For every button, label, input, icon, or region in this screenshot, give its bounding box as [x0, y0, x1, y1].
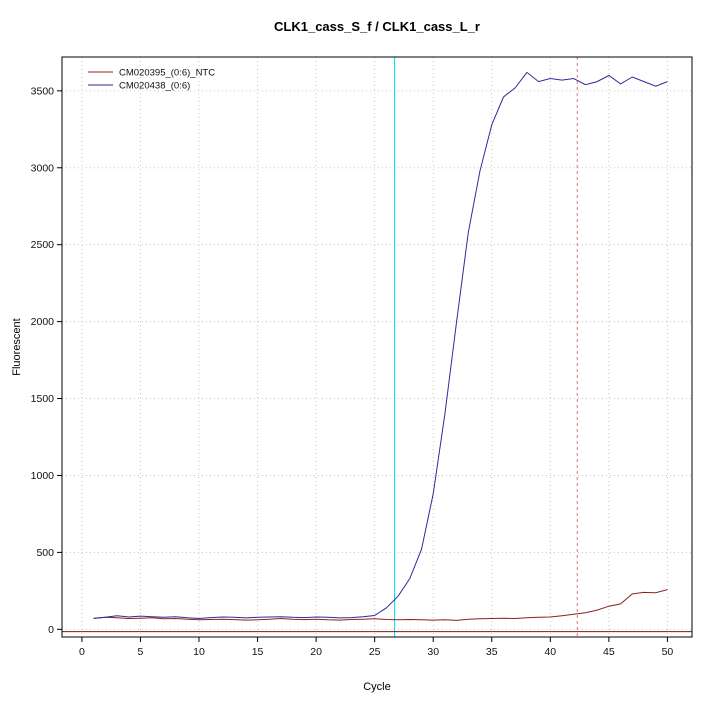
x-axis-label: Cycle — [363, 681, 391, 693]
x-tick-label: 5 — [138, 646, 144, 658]
y-tick-label: 500 — [36, 547, 54, 559]
plot-border — [61, 56, 693, 638]
x-tick-label: 30 — [427, 646, 439, 658]
y-tick-label: 3000 — [31, 162, 55, 174]
y-tick-label: 1500 — [31, 393, 55, 405]
legend-label: CM020395_(0:6)_NTC — [119, 68, 215, 79]
series-line-CM020395_(0:6)_NTC — [93, 589, 668, 621]
y-tick-label: 3500 — [31, 85, 55, 97]
x-tick-label: 50 — [662, 646, 674, 658]
y-tick-label: 0 — [48, 624, 54, 636]
series-line-CM020438_(0:6) — [93, 71, 668, 620]
x-tick-label: 40 — [544, 646, 556, 658]
x-tick-label: 45 — [603, 646, 615, 658]
chart-title: CLK1_cass_S_f / CLK1_cass_L_r — [274, 19, 480, 34]
x-tick-label: 15 — [252, 646, 264, 658]
x-tick-label: 35 — [486, 646, 498, 658]
legend-label: CM020438_(0:6) — [119, 81, 190, 92]
x-tick-label: 10 — [193, 646, 205, 658]
x-tick-label: 0 — [79, 646, 85, 658]
x-tick-label: 20 — [310, 646, 322, 658]
y-tick-label: 2000 — [31, 316, 55, 328]
y-tick-label: 2500 — [31, 239, 55, 251]
y-tick-label: 1000 — [31, 470, 55, 482]
x-tick-label: 25 — [369, 646, 381, 658]
